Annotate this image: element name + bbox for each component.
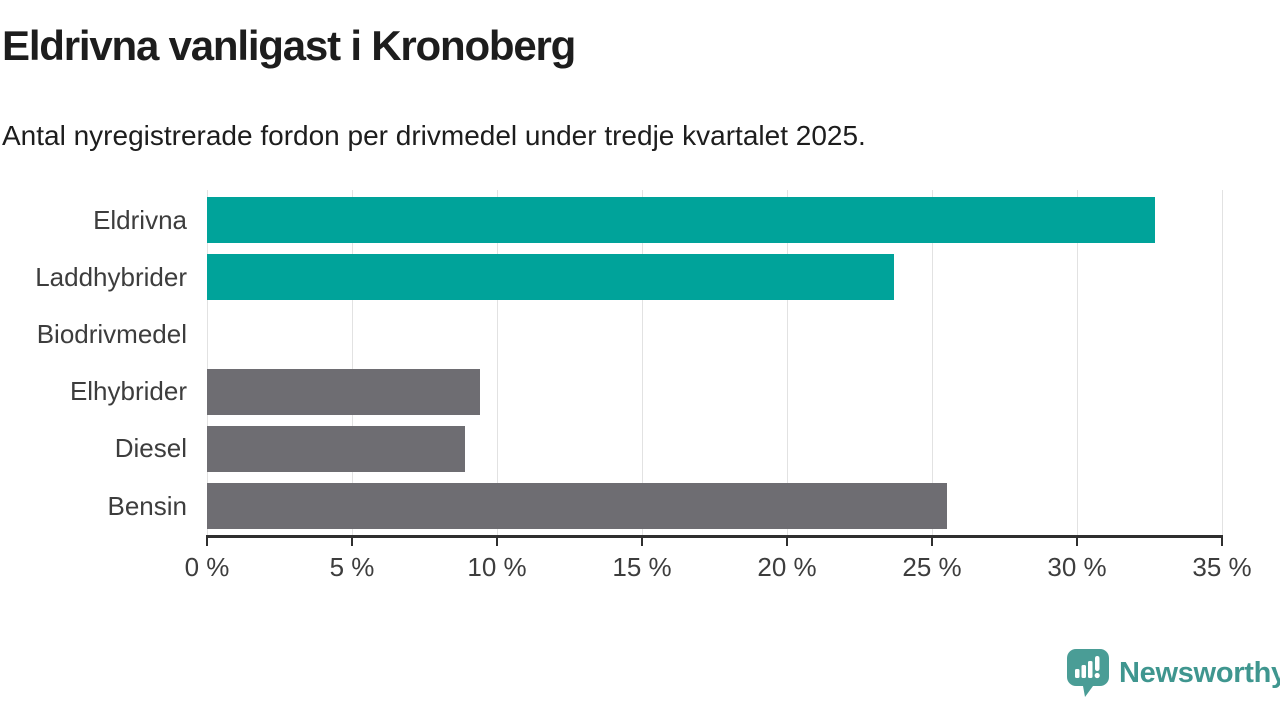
x-axis-tick-20 <box>786 537 788 546</box>
x-axis-tick-15 <box>641 537 643 546</box>
category-axis: Eldrivna Laddhybrider Biodrivmedel Elhybrid… <box>0 190 187 536</box>
newsworthy-logo-text: Newsworthy <box>1119 656 1280 689</box>
x-axis-tick-30 <box>1076 537 1078 546</box>
chart-title: Eldrivna vanligast i Kronoberg <box>2 22 576 69</box>
gridline-5 <box>352 190 353 536</box>
bar-bensin <box>207 483 947 529</box>
x-tick-label-15: 15 % <box>612 552 672 582</box>
gridline-0 <box>207 190 208 536</box>
category-label-diesel: Diesel <box>114 433 187 464</box>
x-axis-tick-5 <box>351 537 353 546</box>
bar-eldrivna <box>207 197 1156 243</box>
x-tick-label-35: 35 % <box>1192 552 1252 582</box>
x-axis-line <box>206 535 1223 538</box>
gridline-25 <box>932 190 933 536</box>
x-axis-tick-10 <box>496 537 498 546</box>
bar-elhybrider <box>207 368 480 415</box>
gridline-35 <box>1222 190 1223 536</box>
newsworthy-logo: Newsworthy <box>1066 648 1280 698</box>
x-tick-label-30: 30 % <box>1047 552 1107 582</box>
category-label-eldrivna: Eldrivna <box>93 204 187 235</box>
gridline-20 <box>787 190 788 536</box>
x-tick-label-0: 0 % <box>184 552 230 582</box>
category-label-biodrivmedel: Biodrivmedel <box>36 318 187 349</box>
category-label-elhybrider: Elhybrider <box>69 376 187 407</box>
gridline-30 <box>1077 190 1078 536</box>
bar-diesel <box>207 425 466 472</box>
gridline-10 <box>497 190 498 536</box>
x-axis-tick-0 <box>206 537 208 546</box>
x-tick-label-20: 20 % <box>757 552 817 582</box>
category-label-bensin: Bensin <box>107 490 188 521</box>
x-axis-tick-25 <box>931 537 933 546</box>
gridline-15 <box>642 190 643 536</box>
chart-subtitle: Antal nyregistrerade fordon per drivmede… <box>2 120 866 151</box>
x-tick-label-25: 25 % <box>902 552 962 582</box>
x-axis-tick-35 <box>1221 537 1223 546</box>
category-label-laddhybrider: Laddhybrider <box>35 261 187 292</box>
x-tick-label-10: 10 % <box>467 552 527 582</box>
newsworthy-logo-icon <box>1067 649 1109 697</box>
plot-area: 0 % 5 % 10 % 15 % 20 % 25 % 30 % 35 % <box>185 190 1252 582</box>
x-tick-label-5: 5 % <box>329 552 375 582</box>
bar-laddhybrider <box>207 254 895 301</box>
